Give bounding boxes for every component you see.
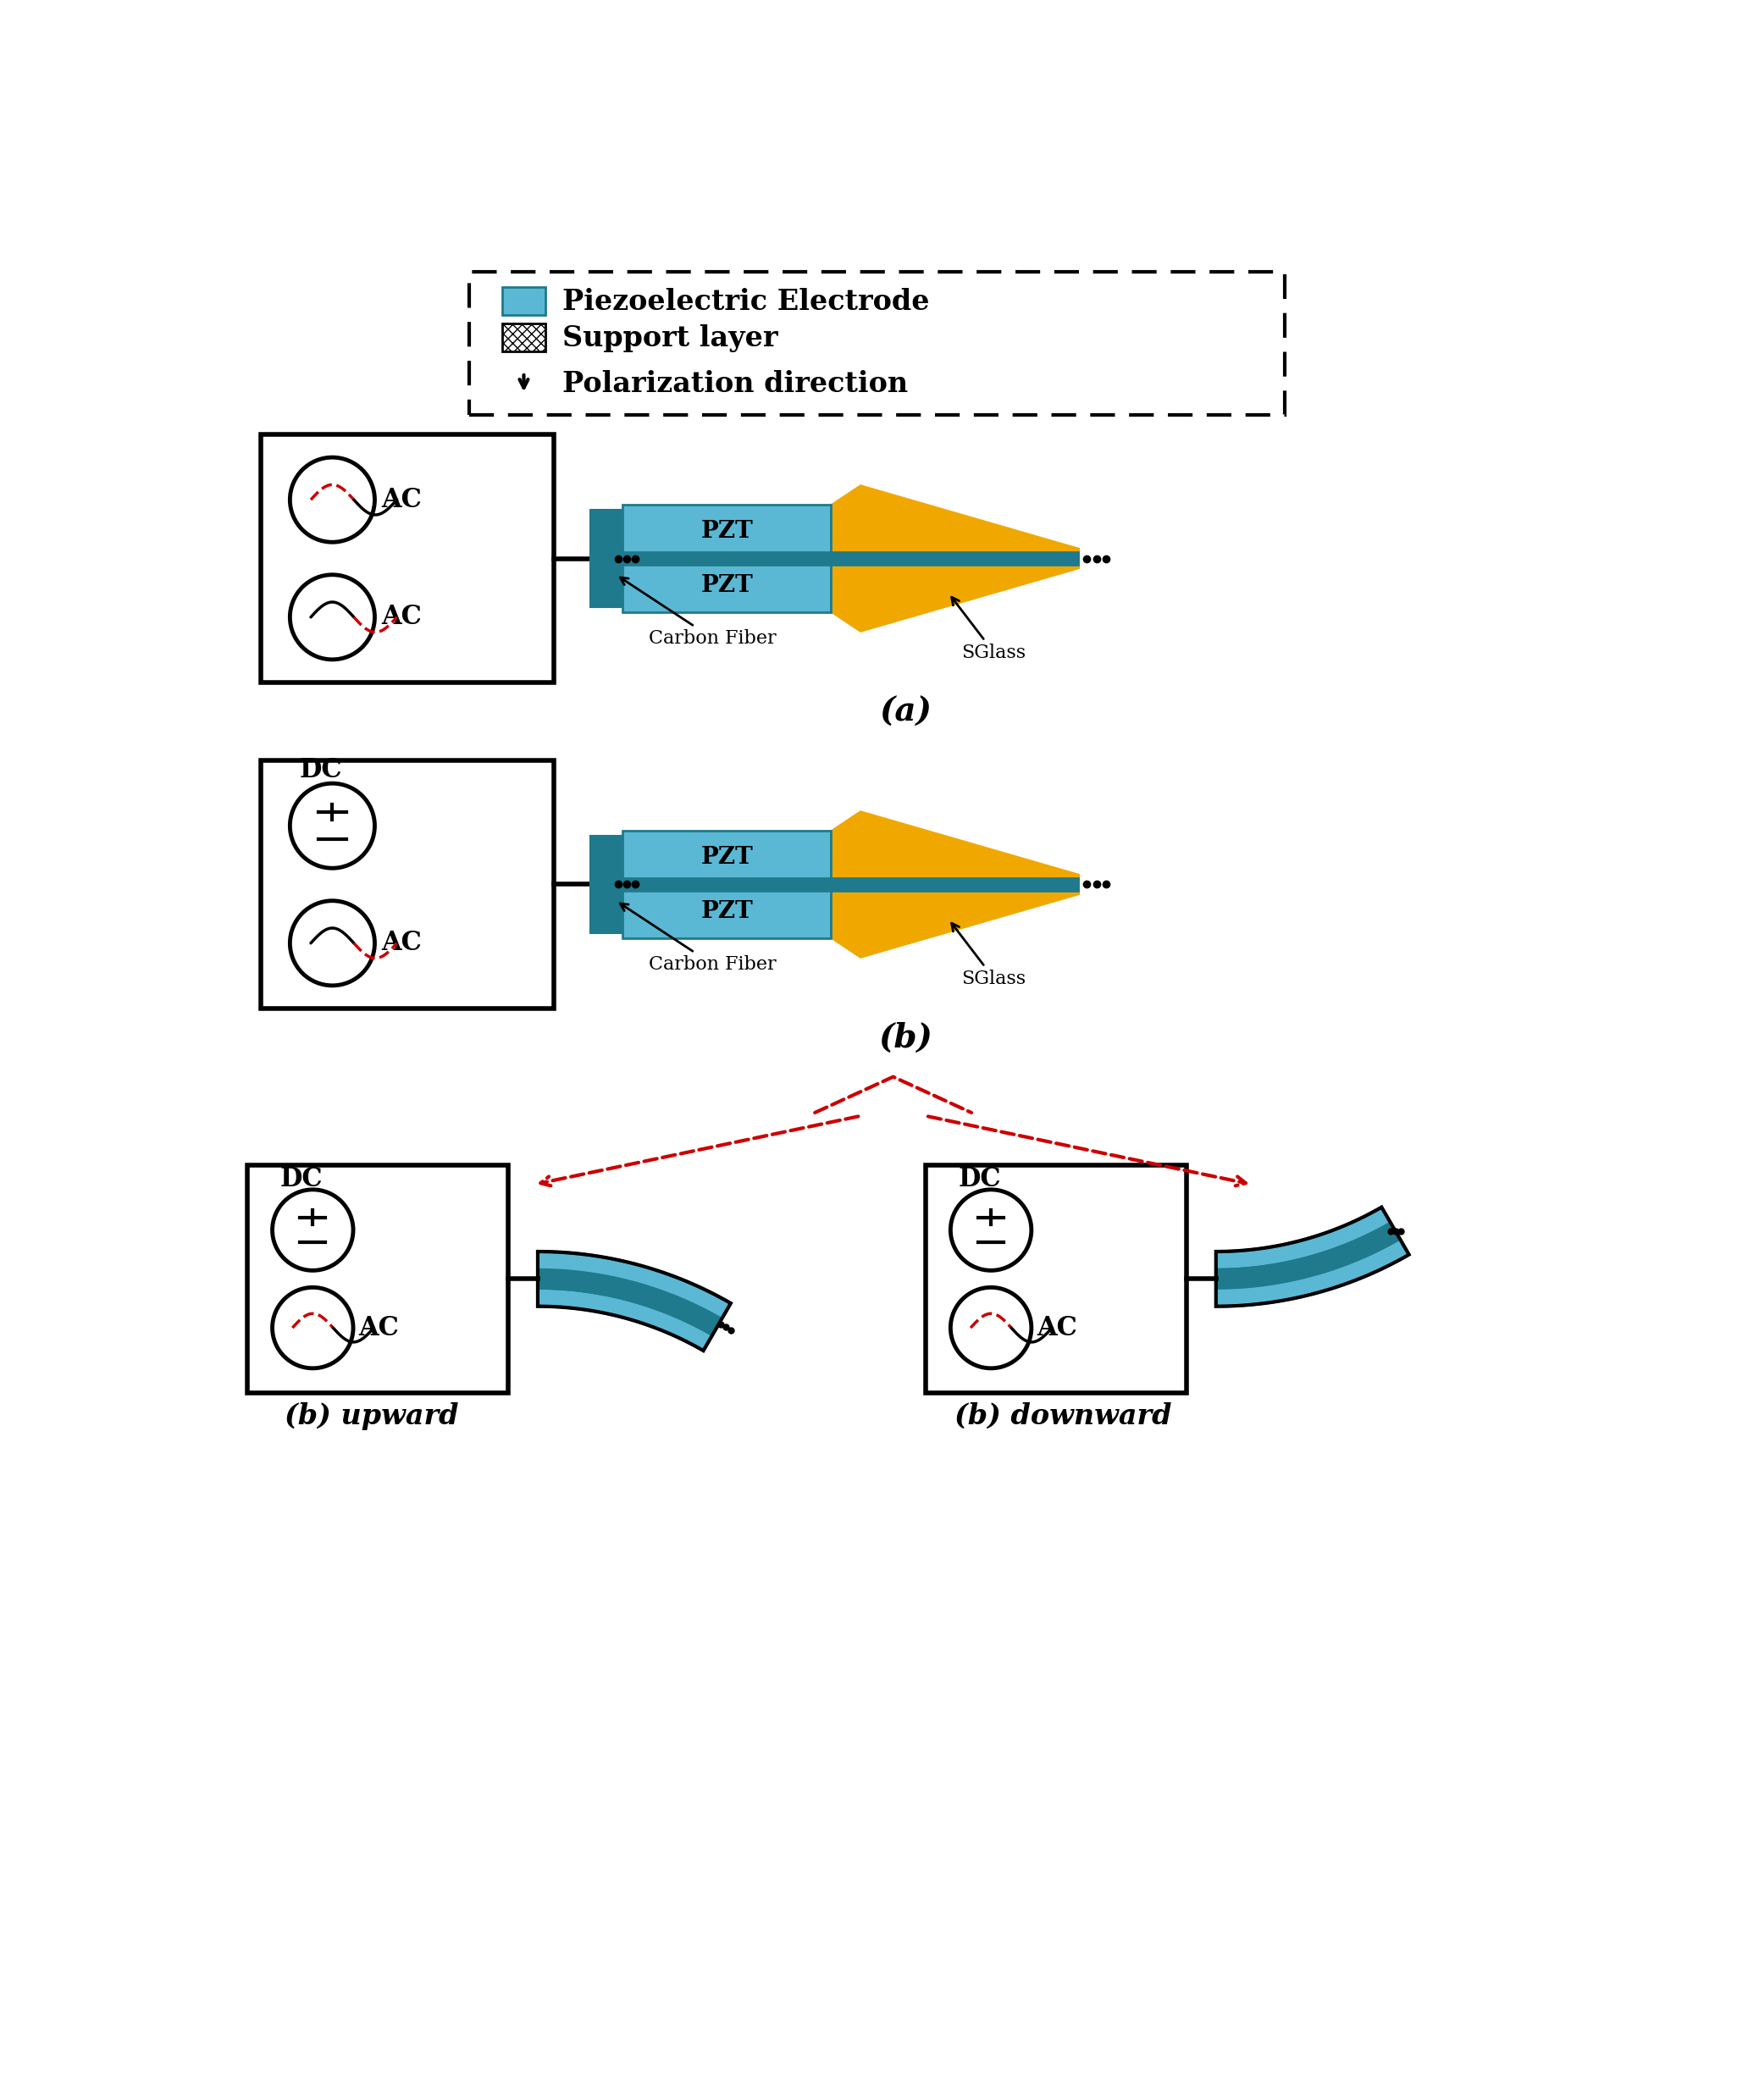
Text: Piezoelectric Electrode: Piezoelectric Electrode	[563, 288, 929, 315]
Polygon shape	[1216, 1208, 1391, 1271]
Polygon shape	[832, 552, 1079, 632]
Text: (a): (a)	[881, 695, 933, 729]
Polygon shape	[1216, 1222, 1400, 1287]
Polygon shape	[832, 485, 1079, 565]
Text: DC: DC	[280, 1166, 323, 1193]
Text: AC: AC	[380, 930, 422, 956]
Bar	[248, 1166, 509, 1392]
Polygon shape	[538, 1252, 731, 1319]
Polygon shape	[538, 1270, 721, 1336]
Text: AC: AC	[380, 487, 422, 512]
Text: DC: DC	[301, 758, 342, 783]
Text: PZT: PZT	[700, 899, 754, 922]
Bar	[622, 504, 832, 559]
Text: AC: AC	[358, 1315, 400, 1342]
Polygon shape	[832, 878, 1079, 958]
Bar	[926, 1166, 1186, 1392]
Text: (b) upward: (b) upward	[285, 1403, 459, 1430]
Text: AC: AC	[1037, 1315, 1077, 1342]
Polygon shape	[1216, 1239, 1409, 1306]
Text: Polarization direction: Polarization direction	[563, 370, 908, 397]
Text: AC: AC	[380, 605, 422, 630]
Text: SGlass: SGlass	[952, 596, 1027, 662]
Bar	[591, 836, 622, 932]
Bar	[832, 552, 1079, 565]
Text: SGlass: SGlass	[952, 924, 1027, 987]
Circle shape	[273, 1189, 353, 1270]
Circle shape	[290, 575, 375, 659]
Circle shape	[950, 1189, 1032, 1270]
Text: PZT: PZT	[700, 521, 754, 544]
Text: PZT: PZT	[700, 846, 754, 869]
Bar	[502, 288, 545, 315]
Polygon shape	[832, 811, 1079, 892]
Bar	[591, 878, 832, 892]
Text: Carbon Fiber: Carbon Fiber	[620, 578, 776, 647]
Text: (b): (b)	[879, 1021, 933, 1054]
Bar	[591, 552, 832, 565]
Polygon shape	[538, 1287, 712, 1350]
Circle shape	[273, 1287, 353, 1369]
Text: (b) downward: (b) downward	[954, 1403, 1171, 1430]
Bar	[622, 832, 832, 884]
Bar	[261, 435, 554, 682]
Bar	[502, 323, 545, 351]
Text: PZT: PZT	[700, 573, 754, 596]
Bar	[622, 559, 832, 611]
Circle shape	[950, 1287, 1032, 1369]
Circle shape	[290, 458, 375, 542]
Bar	[832, 878, 1079, 892]
Text: Carbon Fiber: Carbon Fiber	[620, 903, 776, 974]
Bar	[622, 884, 832, 939]
Bar	[469, 271, 1284, 416]
Bar	[591, 510, 622, 607]
Bar	[261, 760, 554, 1008]
Circle shape	[290, 901, 375, 985]
Circle shape	[290, 783, 375, 867]
Text: Support layer: Support layer	[563, 323, 778, 353]
Text: DC: DC	[959, 1166, 1001, 1193]
